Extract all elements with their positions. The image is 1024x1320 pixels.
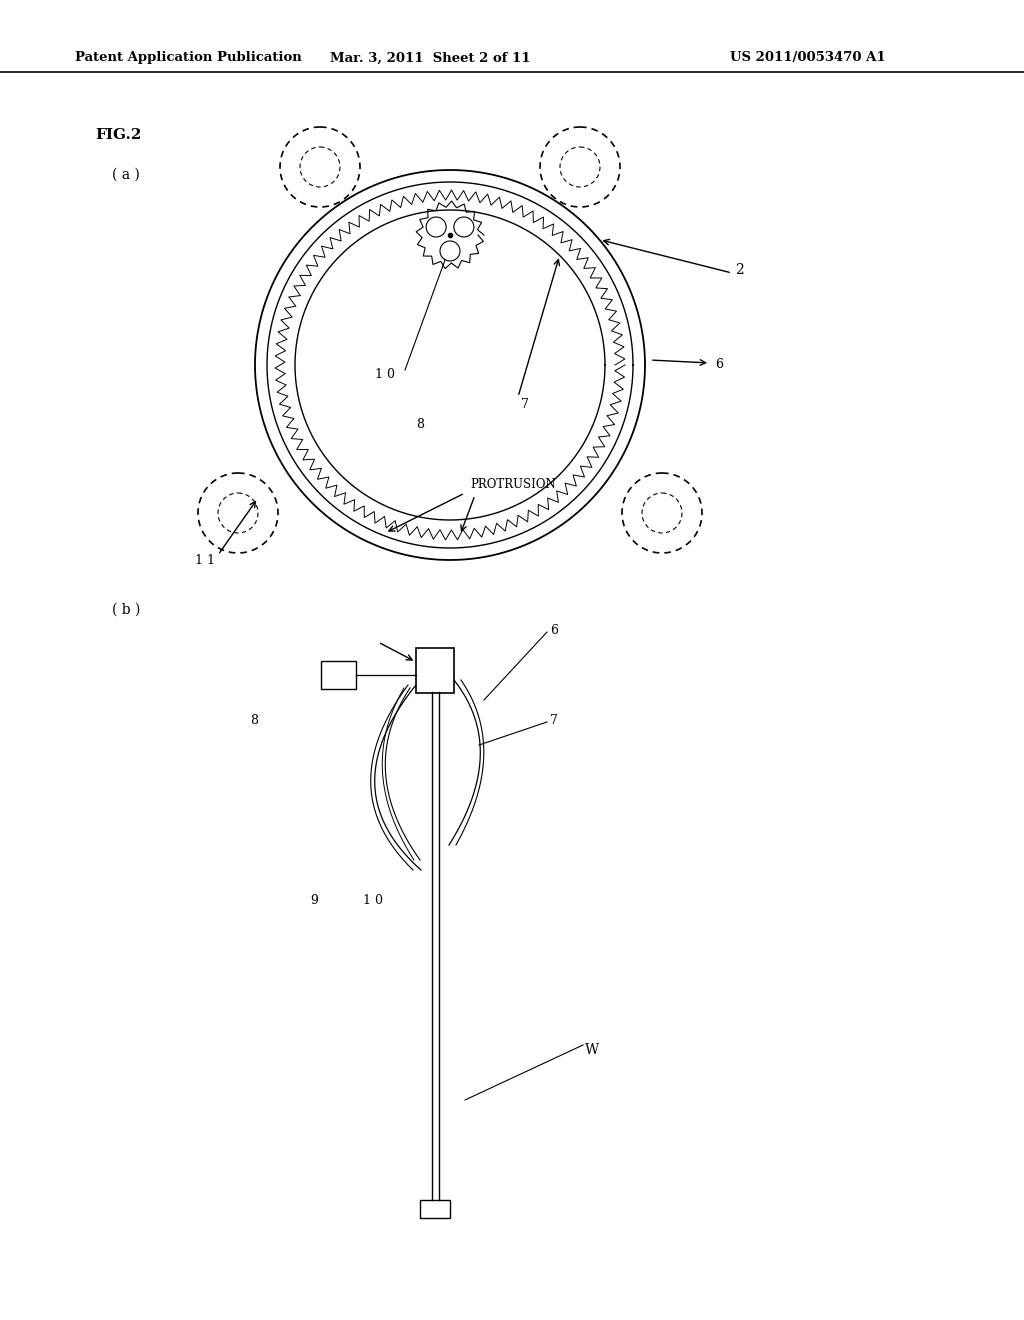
Text: 1 1: 1 1 [195,553,215,566]
Text: W: W [585,1043,599,1057]
Text: FIG.2: FIG.2 [95,128,141,143]
Circle shape [440,242,460,261]
Text: 6: 6 [550,623,558,636]
Text: ( a ): ( a ) [112,168,140,182]
Text: 6: 6 [715,359,723,371]
Text: ( b ): ( b ) [112,603,140,616]
Bar [416,648,454,693]
Bar [321,661,356,689]
Text: 8: 8 [416,418,424,432]
Text: PROTRUSION: PROTRUSION [470,479,556,491]
Text: Mar. 3, 2011  Sheet 2 of 11: Mar. 3, 2011 Sheet 2 of 11 [330,51,530,65]
Text: 9: 9 [310,894,317,907]
Bar [420,1200,450,1218]
Text: 2: 2 [735,263,743,277]
Circle shape [426,216,446,238]
Circle shape [454,216,474,238]
Text: 7: 7 [521,399,529,412]
Text: 1 0: 1 0 [362,894,383,907]
Text: Patent Application Publication: Patent Application Publication [75,51,302,65]
Text: US 2011/0053470 A1: US 2011/0053470 A1 [730,51,886,65]
Text: 7: 7 [550,714,558,726]
Text: 8: 8 [250,714,258,726]
Text: 1 0: 1 0 [375,368,395,381]
